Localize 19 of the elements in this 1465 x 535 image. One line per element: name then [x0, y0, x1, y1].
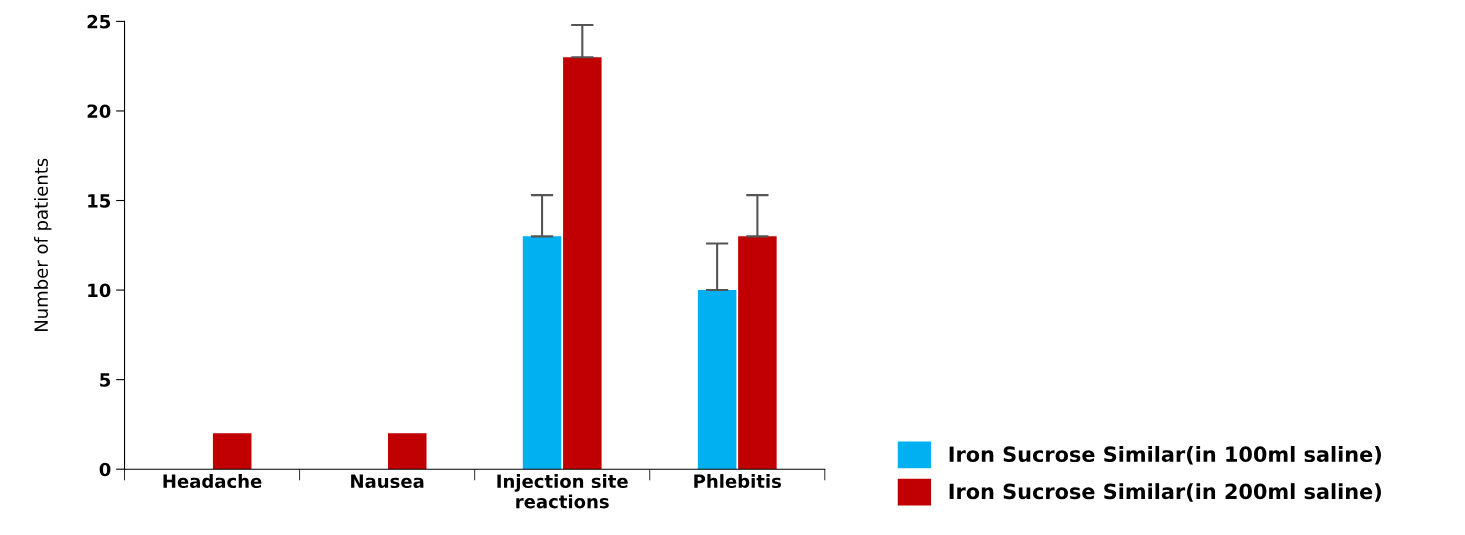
bar — [563, 57, 602, 470]
y-axis-title: Number of patients — [34, 158, 52, 332]
legend-label: Iron Sucrose Similar(in 200ml saline) — [949, 483, 1381, 502]
y-tick-label: 5 — [100, 373, 111, 387]
y-tick-label: 25 — [87, 14, 111, 29]
bar — [697, 290, 737, 470]
x-tick-label: Injection site reactions — [497, 474, 628, 509]
bar — [738, 236, 777, 470]
y-tick-label: 0 — [99, 462, 111, 477]
legend-label: Iron Sucrose Similar(in 100ml saline) — [949, 445, 1381, 465]
bar — [388, 433, 427, 470]
bar — [212, 433, 252, 470]
y-tick-label: 15 — [88, 194, 111, 208]
y-tick-label: 20 — [87, 104, 111, 119]
x-tick-label: Phlebitis — [694, 474, 782, 489]
x-tick-label: Nausea — [351, 474, 424, 489]
x-tick-label: Headache — [163, 474, 262, 489]
bar — [522, 236, 562, 470]
y-tick-label: 10 — [88, 283, 111, 298]
